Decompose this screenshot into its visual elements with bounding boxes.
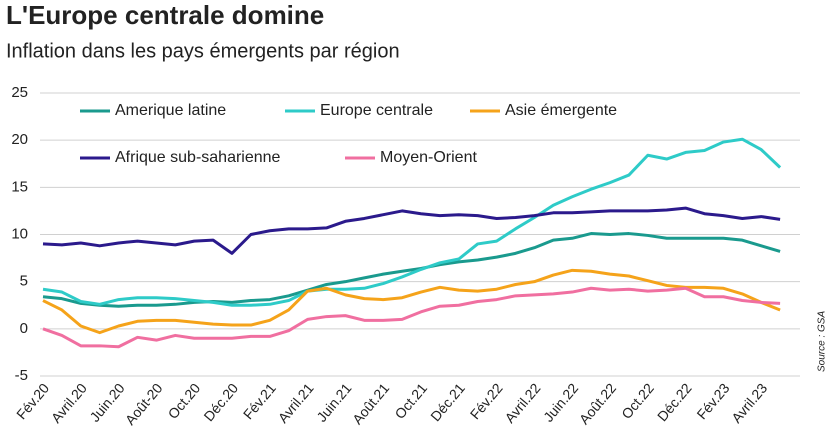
x-tick-label: Juin.21	[313, 380, 354, 425]
x-tick-label: Fév.20	[13, 380, 52, 422]
x-tick-label: Août-20	[122, 380, 166, 428]
y-tick-label: -5	[15, 367, 28, 384]
x-tick-label: Oct.22	[618, 380, 657, 422]
series-line	[42, 286, 781, 349]
y-tick-label: 0	[20, 320, 28, 337]
series-line	[42, 268, 781, 335]
x-tick-label: Avril.22	[501, 380, 543, 426]
source: Source : GSA	[817, 311, 828, 372]
x-tick-label: Oct.20	[165, 380, 204, 422]
x-tick-label: Avril.21	[275, 380, 317, 426]
chart-subtitle: Inflation dans les pays émergents par ré…	[6, 40, 400, 62]
x-tick-label: Déc.21	[427, 380, 468, 424]
y-tick-label: 10	[11, 225, 28, 242]
x-tick-label: Août.21	[349, 380, 392, 427]
series-line	[42, 137, 782, 307]
x-tick-label: Avril.23	[728, 380, 770, 426]
y-tick-label: 20	[11, 131, 28, 148]
y-tick-label: 25	[11, 84, 28, 101]
legend-label: Afrique sub-saharienne	[115, 149, 281, 166]
x-tick-label: Oct.21	[391, 380, 430, 422]
legend-label: Amerique latine	[115, 102, 226, 119]
legend-label: Europe centrale	[320, 102, 433, 119]
series-line	[42, 206, 781, 255]
x-tick-label: Août.22	[576, 380, 619, 427]
x-tick-label: Juin.22	[540, 380, 581, 425]
y-tick-label: 5	[20, 273, 28, 290]
x-tick-label: Fév.22	[467, 380, 506, 422]
x-tick-label: Avril.20	[48, 380, 90, 426]
x-tick-label: Fév.21	[240, 380, 279, 422]
x-tick-label: Fév.23	[693, 380, 732, 422]
x-tick-label: Déc.22	[654, 380, 695, 424]
x-tick-label: Déc.20	[200, 380, 241, 424]
y-tick-label: 15	[11, 178, 28, 195]
series-line	[42, 232, 781, 308]
legend-label: Asie émergente	[505, 102, 617, 119]
legend-label: Moyen-Orient	[380, 149, 477, 166]
chart-title: L'Europe centrale domine	[6, 0, 324, 30]
